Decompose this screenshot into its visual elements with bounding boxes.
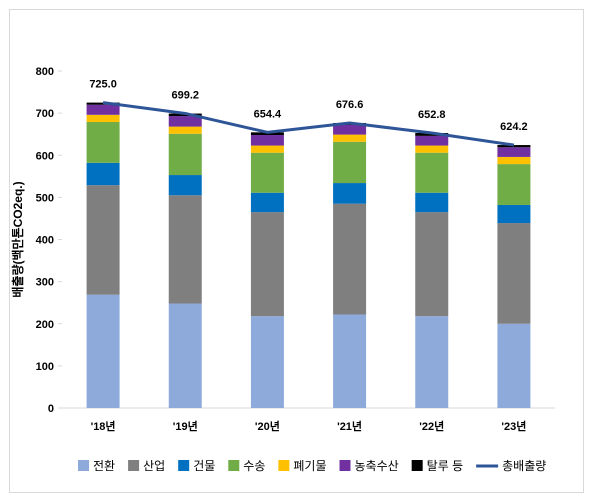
bar-segment-5 [333, 134, 367, 142]
bar-segment-3 [415, 192, 449, 213]
x-tick-label: '22년 [419, 419, 444, 433]
y-tick-label: 800 [36, 66, 54, 78]
total-data-label: 676.6 [336, 99, 364, 111]
total-line: 725.0 699.2 654.4 676.6 652.8 624.2 [89, 79, 528, 147]
bar-segment-4 [497, 164, 531, 205]
legend-swatch [128, 460, 140, 471]
bar-segment-5 [168, 126, 202, 134]
bar-segment-6 [497, 147, 531, 157]
bar-segment-3 [250, 192, 284, 213]
bar-segment-2 [415, 212, 449, 317]
bar-segment-2 [250, 212, 284, 317]
y-axis-label: 배출량(백만톤CO2eq.) [10, 181, 25, 297]
y-tick-label: 300 [36, 277, 54, 289]
legend-swatch [278, 460, 290, 471]
legend-swatch [78, 460, 89, 471]
bar-segment-3 [333, 183, 367, 204]
total-data-label: 654.4 [254, 108, 282, 120]
total-data-label: 725.0 [89, 79, 117, 91]
total-data-label: 652.8 [418, 109, 446, 121]
y-tick-label: 400 [36, 235, 54, 247]
bar-segment-5 [86, 114, 120, 122]
legend-swatch [228, 460, 240, 471]
y-tick-label: 600 [36, 150, 54, 162]
total-line-path [102, 101, 515, 147]
legend-swatch [339, 460, 351, 471]
legend-label: 건물 [193, 459, 215, 473]
bar-segment-4 [333, 141, 367, 184]
bar-segment-3 [86, 162, 120, 186]
bar-segment-2 [333, 203, 367, 315]
bar-segment-1 [333, 314, 367, 408]
legend-label: 농축수산 [355, 459, 399, 473]
bar-segment-2 [168, 195, 202, 304]
stacked-bars [86, 102, 531, 408]
y-tick-label: 100 [36, 361, 54, 373]
bar-segment-2 [497, 223, 531, 324]
bar-segment-3 [497, 204, 531, 224]
bar-segment-5 [250, 145, 284, 153]
y-tick-label: 700 [36, 108, 54, 120]
x-tick-label: '21년 [337, 419, 362, 433]
bar-segment-1 [415, 316, 449, 408]
bar-segment-1 [168, 303, 202, 408]
bar-segment-6 [86, 104, 120, 115]
x-tick-label: '23년 [501, 419, 526, 433]
y-tick-label: 0 [48, 403, 54, 415]
bar-segment-7 [497, 145, 531, 148]
bar-segment-4 [250, 152, 284, 193]
legend-swatch [178, 460, 190, 471]
bar-segment-4 [86, 121, 120, 163]
bar-segment-6 [415, 135, 449, 146]
x-tick-label: '19년 [173, 419, 198, 433]
bar-segment-5 [415, 145, 449, 153]
bar-segment-2 [86, 185, 120, 295]
total-data-label: 624.2 [500, 121, 528, 133]
legend-label: 총배출량 [502, 459, 546, 473]
y-tick-label: 200 [36, 319, 54, 331]
bar-segment-5 [497, 156, 531, 165]
x-tick-label: '20년 [255, 419, 280, 433]
bar-segment-1 [86, 294, 120, 408]
y-tick-label: 500 [36, 192, 54, 204]
bar-segment-1 [497, 323, 531, 408]
legend-label: 폐기물 [293, 459, 326, 473]
bar-segment-4 [168, 133, 202, 176]
legend-label: 산업 [143, 459, 165, 473]
bar-segment-6 [250, 135, 284, 146]
bar-segment-3 [168, 175, 202, 196]
legend-label: 수송 [243, 459, 265, 473]
total-data-label: 699.2 [171, 89, 199, 101]
bar-segment-1 [250, 316, 284, 408]
bar-segment-6 [333, 124, 367, 135]
axes: 0 100 200 300 400 500 600 700 800 '18년 '19년 '20년 '21… [36, 66, 555, 433]
bar-segment-4 [415, 152, 449, 193]
legend: 전환 산업 건물 수송 폐기물 농축수산 탈루 등 총배출량 [78, 459, 546, 473]
legend-label: 전환 [93, 459, 115, 473]
bar-segment-6 [168, 116, 202, 127]
x-tick-label: '18년 [91, 419, 116, 433]
legend-label: 탈루 등 [427, 459, 463, 473]
legend-swatch [411, 460, 423, 471]
